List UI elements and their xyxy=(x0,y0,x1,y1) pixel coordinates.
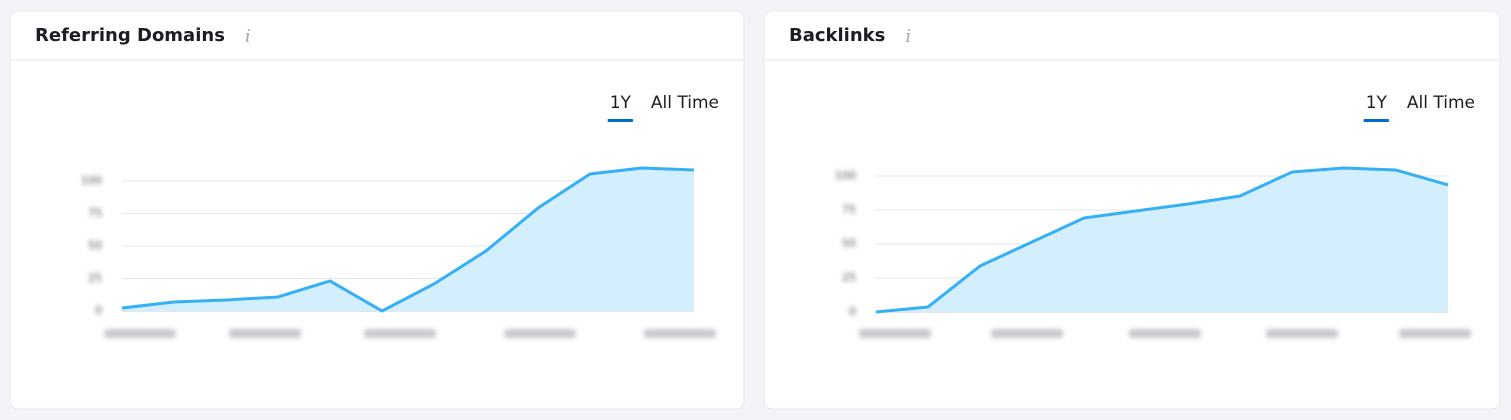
y-tick-label: 25 xyxy=(842,271,856,284)
x-tick-label-blurred xyxy=(859,329,931,338)
y-tick-label: 25 xyxy=(88,272,102,285)
info-icon[interactable]: i xyxy=(905,26,911,47)
tab-underline xyxy=(607,119,633,122)
y-tick-label: 100 xyxy=(835,169,856,182)
x-tick-label-blurred xyxy=(1129,329,1201,338)
x-tick-label-blurred xyxy=(1399,329,1471,338)
y-tick-label: 100 xyxy=(81,174,102,187)
y-tick-label: 75 xyxy=(842,203,856,216)
x-tick-label-blurred xyxy=(1266,329,1338,338)
tab-underline xyxy=(1363,119,1389,122)
x-tick-label-blurred xyxy=(104,329,176,338)
area-line xyxy=(875,166,1449,314)
area-fill xyxy=(122,168,694,311)
panel: Backlinks i All Time 1Y 0 25 50 75 100 xyxy=(763,10,1501,410)
x-tick-label-blurred xyxy=(504,329,576,338)
tab[interactable]: All Time xyxy=(1407,93,1475,113)
y-tick-label: 0 xyxy=(849,305,856,318)
tab-active[interactable]: 1Y xyxy=(610,93,632,113)
panel-title: Referring Domains xyxy=(35,25,225,46)
panel: Referring Domains i All Time 1Y 0 25 50 75 100 xyxy=(9,10,745,410)
y-tick-label: 0 xyxy=(95,304,102,317)
area-line xyxy=(121,166,695,313)
y-tick-label: 75 xyxy=(88,207,102,220)
info-icon[interactable]: i xyxy=(245,26,251,47)
panel-title: Backlinks xyxy=(789,25,885,46)
tab-active[interactable]: 1Y xyxy=(1366,93,1388,113)
x-tick-label-blurred xyxy=(644,329,716,338)
tab[interactable]: All Time xyxy=(651,93,719,113)
y-tick-label: 50 xyxy=(842,237,856,250)
x-tick-label-blurred xyxy=(229,329,301,338)
area-fill xyxy=(876,167,1448,312)
x-tick-label-blurred xyxy=(991,329,1063,338)
y-tick-label: 50 xyxy=(88,239,102,252)
x-tick-label-blurred xyxy=(364,329,436,338)
